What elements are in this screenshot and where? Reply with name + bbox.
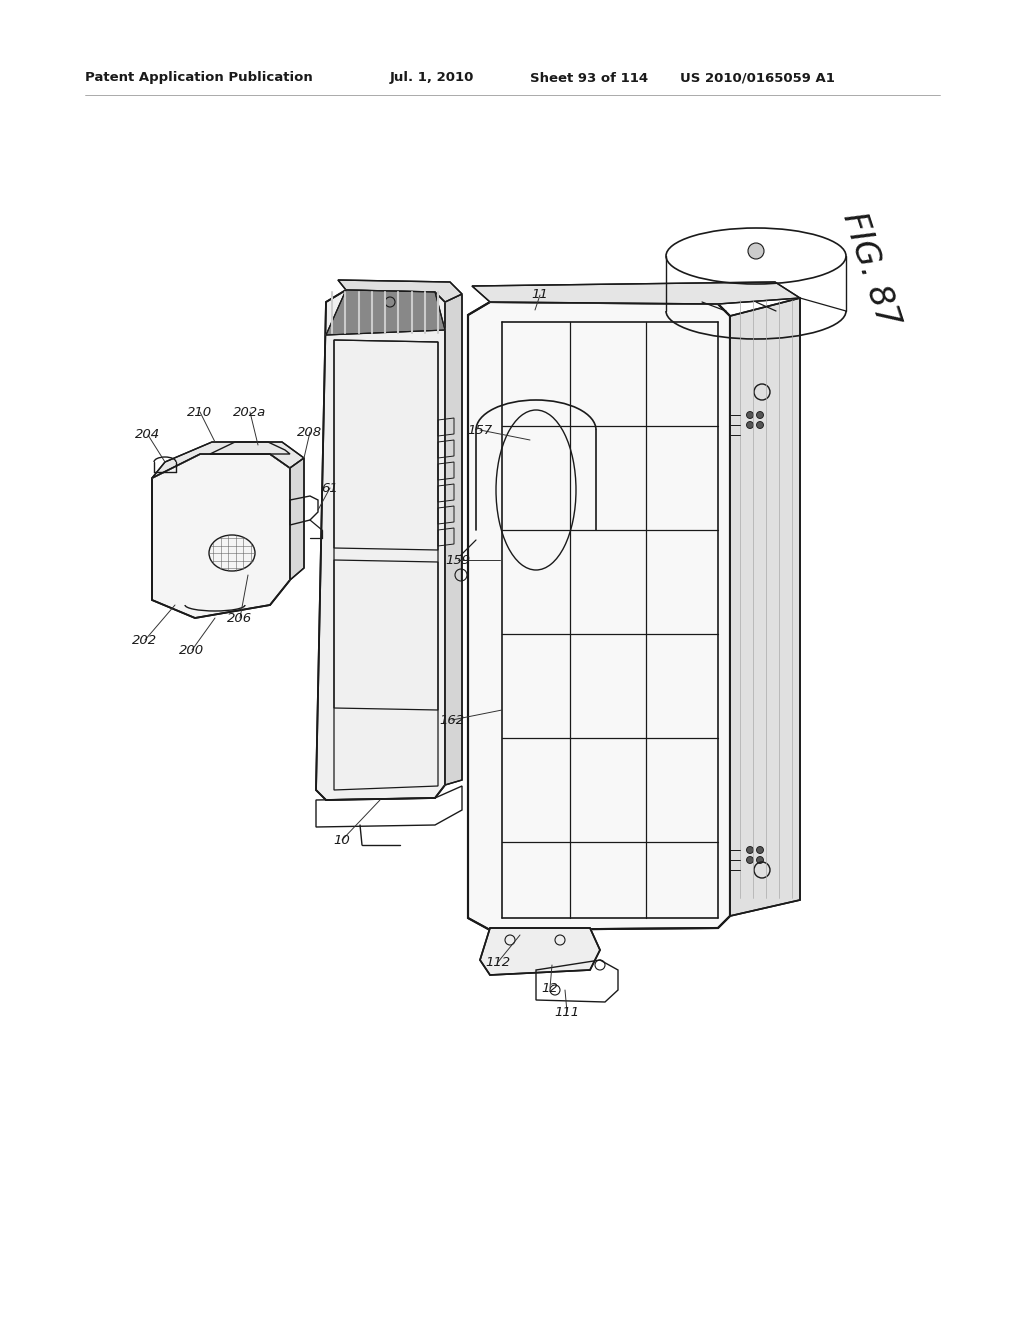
Text: 112: 112 [485, 956, 511, 969]
Polygon shape [326, 290, 445, 335]
Text: 61: 61 [322, 482, 338, 495]
Text: 204: 204 [135, 429, 161, 441]
Polygon shape [468, 302, 730, 931]
Circle shape [746, 412, 754, 418]
Text: 111: 111 [554, 1006, 580, 1019]
Text: 200: 200 [179, 644, 205, 656]
Circle shape [746, 846, 754, 854]
Text: Patent Application Publication: Patent Application Publication [85, 71, 312, 84]
Polygon shape [480, 928, 600, 975]
Polygon shape [730, 298, 800, 916]
Polygon shape [152, 454, 290, 618]
Circle shape [757, 857, 764, 863]
Circle shape [757, 846, 764, 854]
Text: 159: 159 [445, 553, 471, 566]
Circle shape [757, 412, 764, 418]
Text: Sheet 93 of 114: Sheet 93 of 114 [530, 71, 648, 84]
Text: 208: 208 [297, 425, 323, 438]
Text: 202: 202 [132, 634, 158, 647]
Text: 162: 162 [439, 714, 465, 726]
Text: 10: 10 [334, 833, 350, 846]
Circle shape [746, 857, 754, 863]
Text: 202a: 202a [233, 405, 266, 418]
Polygon shape [338, 280, 462, 302]
Polygon shape [445, 294, 462, 785]
Circle shape [746, 421, 754, 429]
Polygon shape [152, 442, 304, 478]
Text: 12: 12 [542, 982, 558, 994]
Text: 210: 210 [187, 405, 213, 418]
Text: 11: 11 [531, 289, 549, 301]
Text: Jul. 1, 2010: Jul. 1, 2010 [390, 71, 474, 84]
Polygon shape [472, 282, 800, 304]
Circle shape [748, 243, 764, 259]
Polygon shape [316, 290, 445, 800]
Text: 206: 206 [227, 611, 253, 624]
Circle shape [757, 421, 764, 429]
Text: 157: 157 [467, 424, 493, 437]
Polygon shape [290, 458, 304, 579]
Text: FIG. 87: FIG. 87 [836, 209, 904, 331]
Text: US 2010/0165059 A1: US 2010/0165059 A1 [680, 71, 835, 84]
